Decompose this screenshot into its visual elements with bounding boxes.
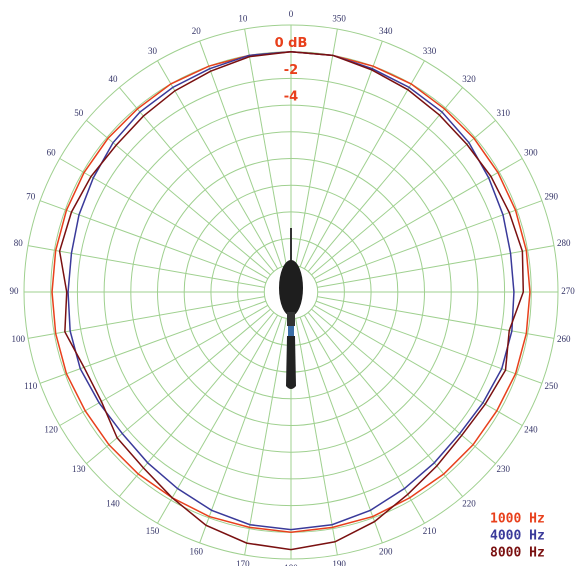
angle-label: 200 bbox=[379, 546, 393, 556]
grid-spoke bbox=[86, 119, 271, 276]
grid-spoke bbox=[39, 300, 267, 384]
grid-spoke bbox=[199, 40, 283, 268]
r-tick-label: -4 bbox=[284, 90, 298, 105]
grid-spoke bbox=[295, 318, 338, 556]
angle-label: 270 bbox=[561, 286, 575, 296]
angle-label: 30 bbox=[148, 46, 158, 56]
angle-label: 240 bbox=[524, 425, 538, 435]
grid bbox=[23, 24, 559, 560]
grid-spoke bbox=[39, 200, 267, 284]
labels: 0 10 20 30 40 50 60 70 80 90 100 110 120 130 140 150 160… bbox=[10, 9, 576, 566]
angle-label: 50 bbox=[74, 108, 84, 118]
angle-label: 150 bbox=[146, 526, 160, 536]
angle-label: 230 bbox=[496, 464, 510, 474]
grid-spoke bbox=[157, 60, 279, 270]
grid-spoke bbox=[311, 308, 496, 465]
series-line bbox=[58, 50, 525, 551]
angle-label: 280 bbox=[557, 238, 571, 248]
r-tick-label: 0 dB bbox=[275, 36, 308, 51]
grid-spoke bbox=[27, 296, 265, 339]
angle-label: 10 bbox=[238, 13, 248, 23]
grid-spoke bbox=[303, 60, 425, 270]
legend-entry: 1000 Hz bbox=[490, 512, 545, 527]
series-line bbox=[67, 50, 515, 531]
grid-spoke bbox=[299, 316, 383, 544]
angle-label: 130 bbox=[72, 464, 86, 474]
angle-label: 60 bbox=[47, 148, 57, 158]
grid-spoke bbox=[244, 318, 287, 556]
legend-entry: 4000 Hz bbox=[490, 529, 545, 544]
grid-spoke bbox=[118, 312, 275, 497]
grid-spoke bbox=[157, 314, 279, 524]
angle-label: 260 bbox=[557, 334, 571, 344]
angle-label: 250 bbox=[545, 381, 559, 391]
grid-spoke bbox=[307, 87, 464, 272]
microphone-icon bbox=[279, 228, 303, 389]
grid-spoke bbox=[199, 316, 283, 544]
angle-label: 180 bbox=[284, 563, 298, 566]
angle-label: 300 bbox=[524, 148, 538, 158]
series-lines bbox=[51, 50, 531, 551]
r-tick-label: -2 bbox=[284, 63, 298, 78]
angle-label: 340 bbox=[379, 26, 393, 36]
angle-label: 170 bbox=[236, 559, 250, 566]
grid-spoke bbox=[295, 28, 338, 266]
grid-spoke bbox=[303, 314, 425, 524]
grid-spoke bbox=[317, 296, 555, 339]
grid-spoke bbox=[315, 300, 543, 384]
series-line bbox=[51, 50, 531, 534]
angle-label: 90 bbox=[10, 286, 20, 296]
angle-label: 310 bbox=[496, 108, 510, 118]
angle-label: 330 bbox=[423, 46, 437, 56]
angle-label: 40 bbox=[108, 74, 118, 84]
grid-spoke bbox=[27, 245, 265, 288]
angle-label: 80 bbox=[14, 238, 24, 248]
angle-label: 70 bbox=[26, 191, 36, 201]
angle-label: 320 bbox=[462, 74, 476, 84]
grid-spoke bbox=[59, 158, 269, 280]
angle-label: 220 bbox=[462, 498, 476, 508]
angle-label: 350 bbox=[332, 13, 346, 23]
grid-spoke bbox=[244, 28, 287, 266]
angle-label: 110 bbox=[24, 381, 38, 391]
angle-label: 290 bbox=[545, 191, 559, 201]
grid-spoke bbox=[299, 40, 383, 268]
grid-spoke bbox=[313, 158, 523, 280]
grid-spoke bbox=[317, 245, 555, 288]
grid-spoke bbox=[311, 119, 496, 276]
angle-label: 160 bbox=[190, 546, 204, 556]
grid-spoke bbox=[307, 312, 464, 497]
angle-label: 0 bbox=[289, 9, 294, 19]
grid-spoke bbox=[86, 308, 271, 465]
angle-label: 140 bbox=[106, 498, 120, 508]
grid-spoke bbox=[313, 304, 523, 426]
grid-spoke bbox=[315, 200, 543, 284]
angle-label: 210 bbox=[423, 526, 437, 536]
angle-label: 120 bbox=[44, 425, 58, 435]
angle-label: 190 bbox=[332, 559, 346, 566]
angle-label: 100 bbox=[11, 334, 25, 344]
grid-spoke bbox=[59, 304, 269, 426]
angle-label: 20 bbox=[192, 26, 202, 36]
grid-spoke bbox=[118, 87, 275, 272]
legend-entry: 8000 Hz bbox=[490, 546, 545, 561]
